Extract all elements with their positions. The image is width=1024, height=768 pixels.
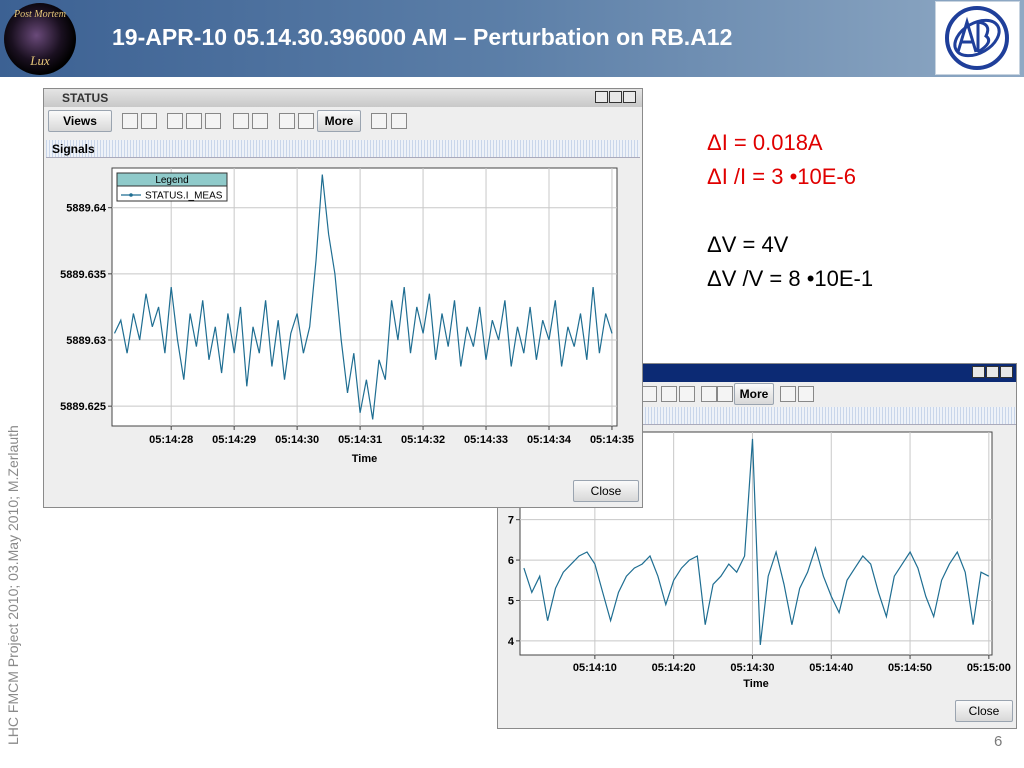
- x-tick-label: 05:14:50: [888, 662, 932, 674]
- x-tick-label: 05:14:30: [730, 662, 774, 674]
- series-line: [113, 174, 613, 420]
- y-tick-label: 5889.63: [66, 335, 106, 347]
- page-number: 6: [994, 733, 1003, 750]
- y-tick-label: 4: [508, 636, 515, 648]
- legend-title: Legend: [155, 175, 188, 186]
- x-axis-label: Time: [743, 678, 768, 690]
- note: ΔI = 0.018A: [707, 130, 823, 155]
- y-tick-label: 7: [508, 515, 514, 527]
- logo-graphic: [945, 6, 1009, 70]
- x-tick-label: 05:14:30: [275, 434, 319, 446]
- close-button[interactable]: Close: [955, 700, 1013, 722]
- series-line: [523, 438, 990, 645]
- toolbar-icon[interactable]: [717, 386, 733, 402]
- legend-marker: [129, 193, 133, 197]
- x-tick-label: 05:14:40: [809, 662, 853, 674]
- logo-text: Lux: [30, 53, 50, 68]
- plot-area: [111, 167, 618, 427]
- toolbar-icon[interactable]: [798, 386, 814, 402]
- close-x[interactable]: [623, 91, 636, 103]
- toolbar-icon[interactable]: [167, 113, 183, 129]
- header-bar: [0, 0, 1024, 77]
- minimize[interactable]: [972, 366, 985, 378]
- toolbar-icon[interactable]: [679, 386, 695, 402]
- footer-vertical: LHC FMCM Project 2010; 03.May 2010; M.Ze…: [5, 425, 21, 745]
- panel-bar: Signals: [46, 140, 640, 158]
- x-tick-label: 05:14:33: [464, 434, 508, 446]
- close-x[interactable]: [1000, 366, 1013, 378]
- note: ΔV = 4V: [707, 232, 789, 257]
- more-button[interactable]: More: [734, 383, 774, 405]
- note: ΔI /I = 3 •10E-6: [707, 164, 856, 189]
- chart-window: STATUS Views More Signals 5889.625 5889.6…: [43, 88, 643, 508]
- x-tick-label: 05:14:10: [573, 662, 617, 674]
- chart: 5889.625 5889.63 5889.635 5889.64 05:14:28 05…: [60, 167, 634, 465]
- x-axis-label: Time: [352, 453, 377, 465]
- toolbar-icon[interactable]: [186, 113, 202, 129]
- views-button[interactable]: Views: [48, 110, 112, 132]
- toolbar-icon[interactable]: [298, 113, 314, 129]
- legend-entry: STATUS.I_MEAS: [145, 191, 223, 202]
- toolbar-icon[interactable]: [279, 113, 295, 129]
- toolbar-icon[interactable]: [252, 113, 268, 129]
- close-button[interactable]: Close: [573, 480, 639, 502]
- x-tick-label: 05:14:32: [401, 434, 445, 446]
- slide-title: 19-APR-10 05.14.30.396000 AM – Perturbat…: [112, 24, 733, 50]
- note: ΔV /V = 8 •10E-1: [707, 266, 874, 291]
- x-tick-label: 05:15:00: [967, 662, 1011, 674]
- toolbar-icon[interactable]: [391, 113, 407, 129]
- x-tick-label: 05:14:35: [590, 434, 634, 446]
- logo: [935, 1, 1020, 75]
- x-tick-label: 05:14:31: [338, 434, 382, 446]
- toolbar-icon[interactable]: [122, 113, 138, 129]
- x-tick-label: 05:14:28: [149, 434, 193, 446]
- more-button[interactable]: More: [317, 110, 361, 132]
- x-tick-label: 05:14:29: [212, 434, 256, 446]
- minimize[interactable]: [595, 91, 608, 103]
- y-tick-label: 6: [508, 555, 514, 567]
- y-tick-label: 5889.635: [60, 269, 106, 281]
- maximize[interactable]: [609, 91, 622, 103]
- toolbar-icon[interactable]: [141, 113, 157, 129]
- logo: Post Mortem Lux: [4, 3, 76, 75]
- toolbar-icon[interactable]: [661, 386, 677, 402]
- maximize[interactable]: [986, 366, 999, 378]
- title-bar: STATUS: [44, 89, 642, 107]
- x-tick-label: 05:14:20: [652, 662, 696, 674]
- toolbar-icon[interactable]: [205, 113, 221, 129]
- toolbar-icon[interactable]: [371, 113, 387, 129]
- logo-text: Post Mortem: [14, 9, 66, 20]
- toolbar-icon[interactable]: [701, 386, 717, 402]
- toolbar-icon[interactable]: [641, 386, 657, 402]
- y-tick-label: 5889.625: [60, 401, 106, 413]
- legend-header: [116, 172, 228, 187]
- y-tick-label: 5889.64: [66, 203, 107, 215]
- toolbar-icon[interactable]: [780, 386, 796, 402]
- y-tick-label: 5: [508, 595, 514, 607]
- x-tick-label: 05:14:34: [527, 434, 572, 446]
- toolbar-icon[interactable]: [233, 113, 249, 129]
